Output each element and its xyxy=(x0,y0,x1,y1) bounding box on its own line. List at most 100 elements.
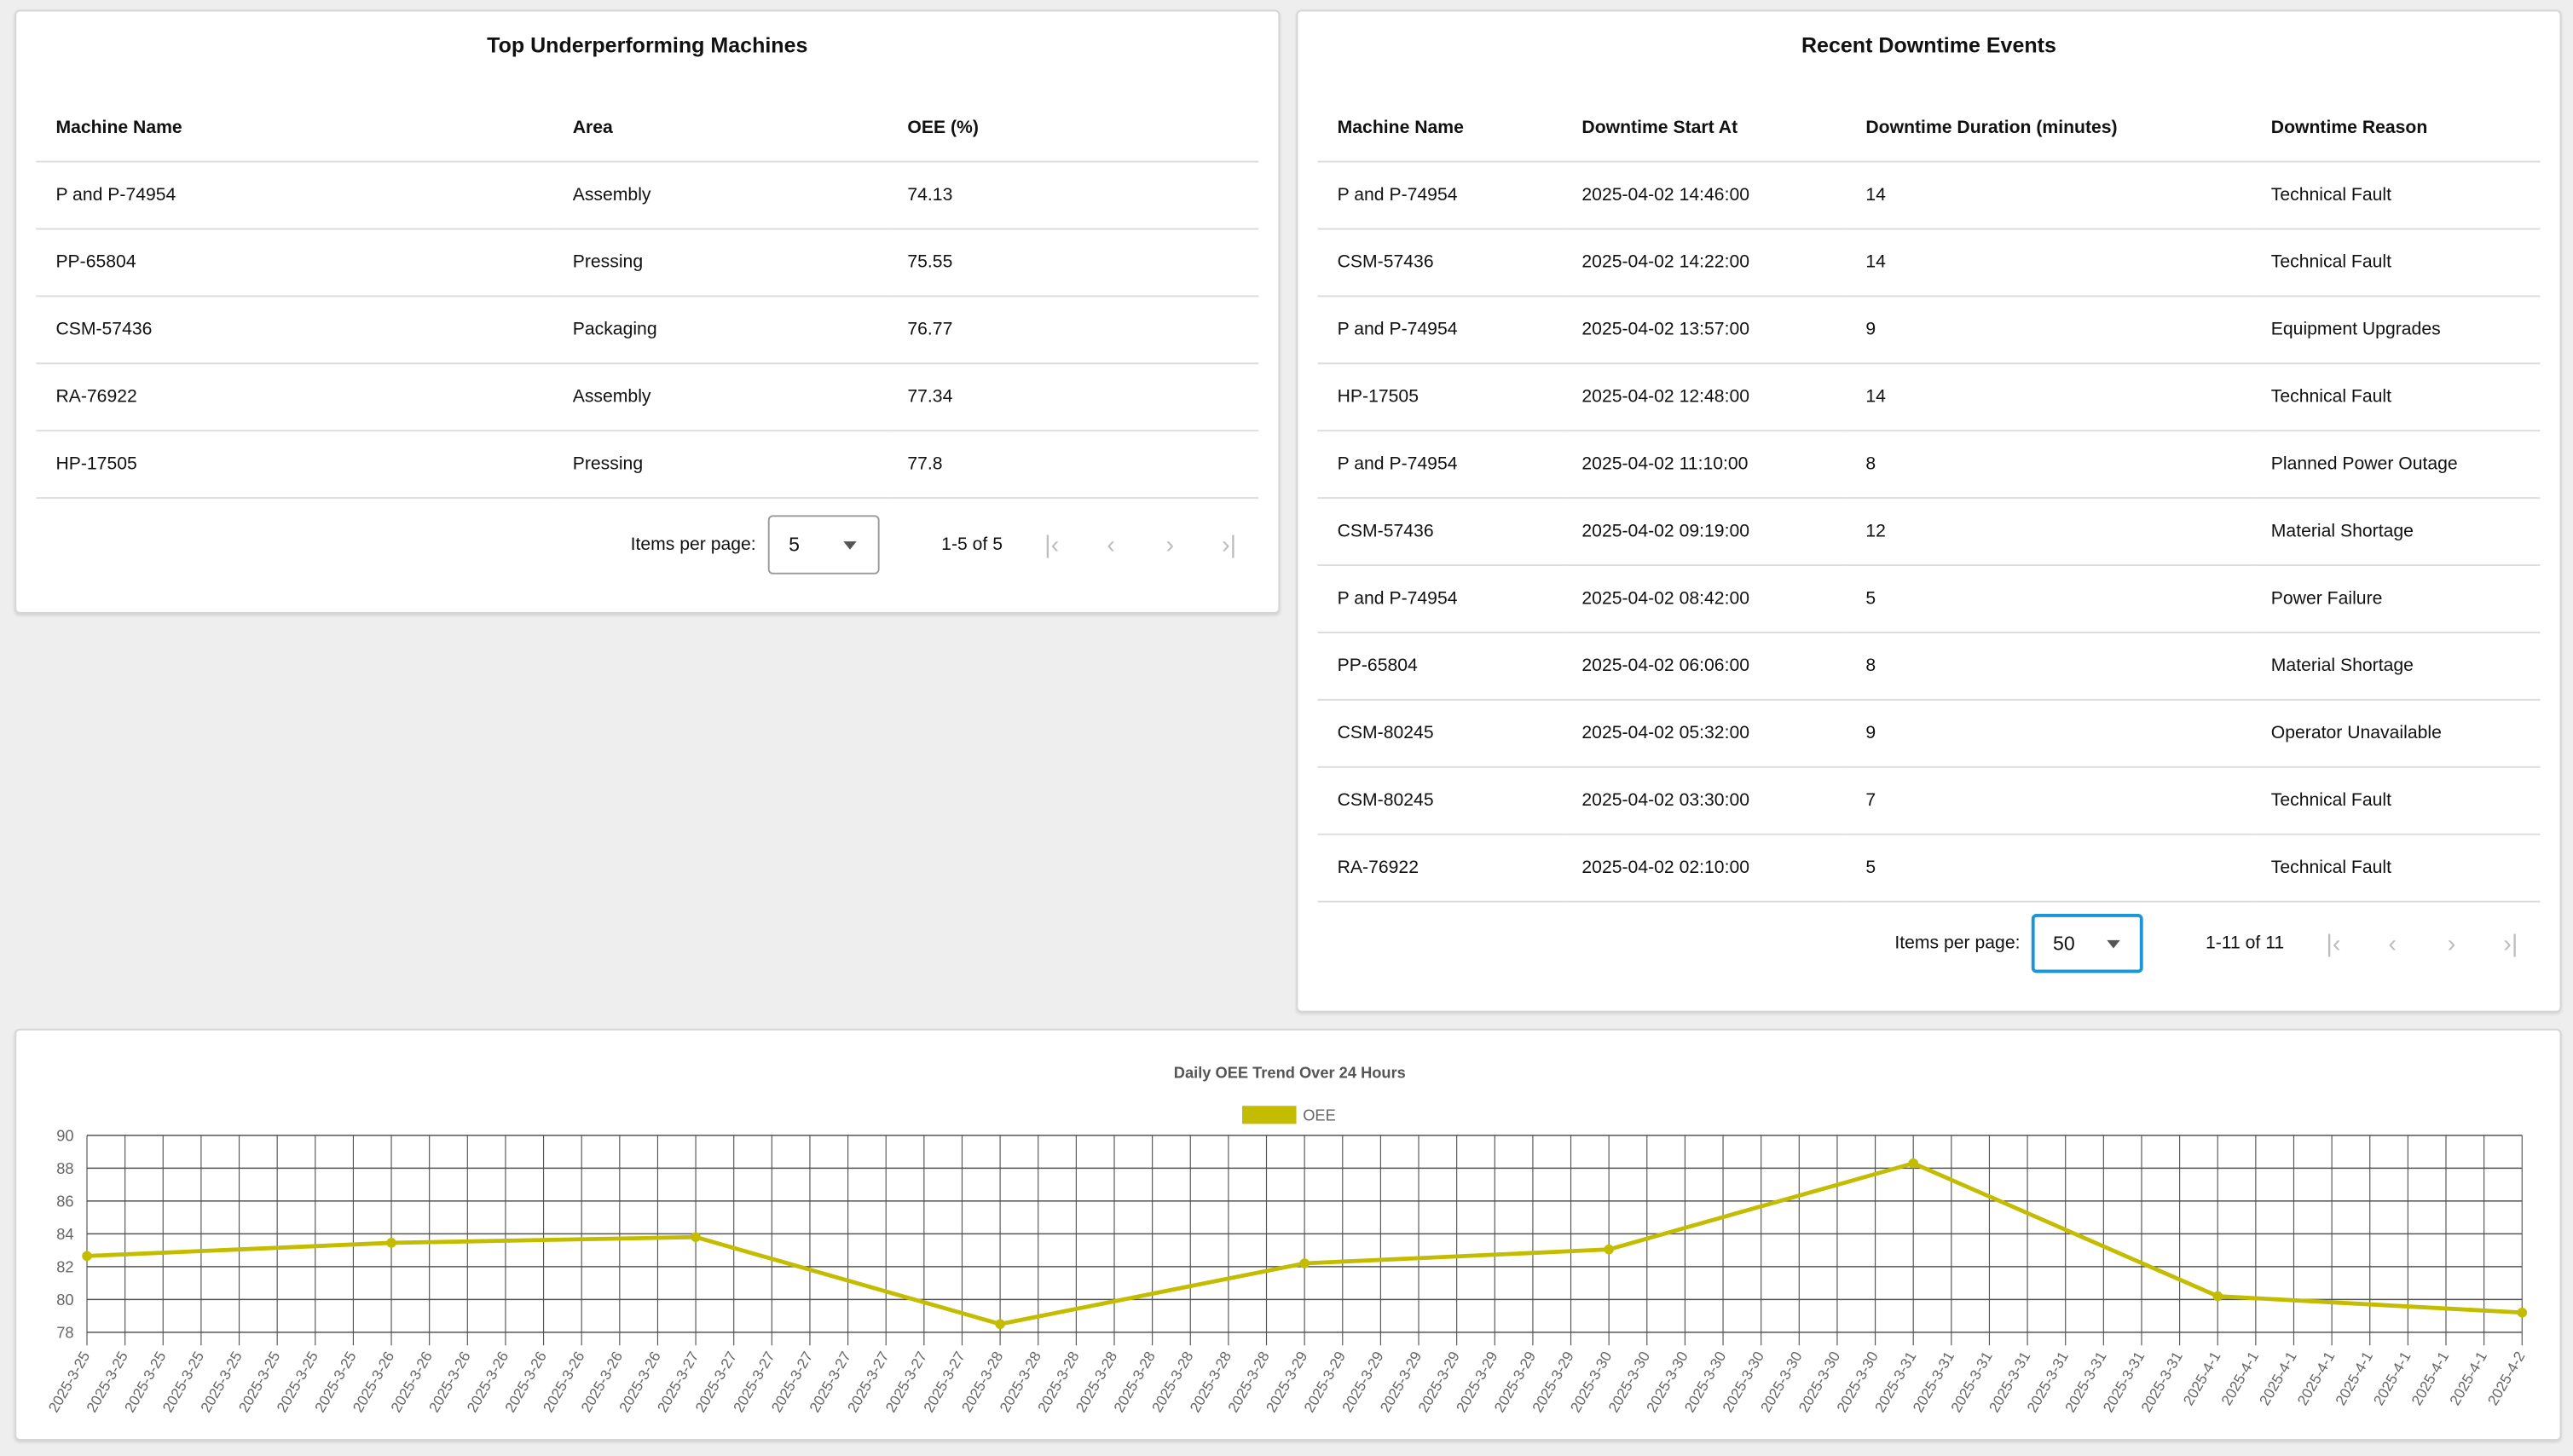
table-row[interactable]: HP-17505 Pressing 77.8 xyxy=(36,430,1259,500)
y-tick-label: 80 xyxy=(56,1291,73,1309)
column-header[interactable]: Downtime Duration (minutes) xyxy=(1846,93,2252,163)
header-row: Machine Name Area OEE (%) xyxy=(36,93,1259,163)
legend-swatch xyxy=(1241,1106,1297,1124)
table-cell: CSM-57436 xyxy=(1317,498,1563,567)
table-row[interactable]: P and P-74954 2025-04-02 13:57:00 9 Equipme… xyxy=(1317,296,2541,365)
table-row[interactable]: P and P-74954 2025-04-02 11:10:00 8 Planned… xyxy=(1317,430,2541,500)
table-cell: 2025-04-02 08:42:00 xyxy=(1562,565,1847,633)
column-header[interactable]: OEE (%) xyxy=(888,93,1259,163)
table-cell: Assembly xyxy=(552,161,888,230)
table-row[interactable]: P and P-74954 2025-04-02 08:42:00 5 Power F… xyxy=(1317,565,2541,633)
column-header[interactable]: Machine Name xyxy=(1317,93,1563,163)
table-cell: 77.8 xyxy=(888,430,1259,500)
table-row[interactable]: P and P-74954 2025-04-02 14:46:00 14 Techni… xyxy=(1317,161,2541,230)
table-cell: 2025-04-02 14:22:00 xyxy=(1562,228,1847,298)
table-row[interactable]: CSM-80245 2025-04-02 05:32:00 9 Operator Un… xyxy=(1317,699,2541,768)
previous-page-icon[interactable]: ‹ xyxy=(2388,929,2397,958)
column-header[interactable]: Downtime Reason xyxy=(2251,93,2541,163)
table-cell: RA-76922 xyxy=(36,363,553,432)
x-tick-label: 2025-4-2 xyxy=(2484,1349,2529,1408)
table-cell: 14 xyxy=(1846,228,2252,298)
first-page-icon[interactable]: |‹ xyxy=(1044,530,1060,559)
oee-data-point xyxy=(2517,1307,2528,1318)
y-tick-label: 84 xyxy=(56,1225,73,1243)
first-page-icon[interactable]: |‹ xyxy=(2326,929,2341,958)
table-cell: Operator Unavailable xyxy=(2251,699,2541,768)
downtime-table: Machine Name Downtime Start At Downtime Du… xyxy=(1317,93,2541,903)
header-row: Machine Name Downtime Start At Downtime Du… xyxy=(1317,93,2541,163)
table-cell: CSM-57436 xyxy=(1317,228,1563,298)
items-per-page-select[interactable]: 50 xyxy=(2031,914,2143,974)
table-row[interactable]: RA-76922 2025-04-02 02:10:00 5 Technical Fa… xyxy=(1317,834,2541,903)
table-cell: Material Shortage xyxy=(2251,498,2541,567)
paginator: Items per page: 5 1-5 of 5 |‹ ‹ › ›| xyxy=(631,513,1259,575)
table-cell: CSM-80245 xyxy=(1317,699,1563,768)
table-cell: P and P-74954 xyxy=(1317,565,1563,633)
next-page-icon[interactable]: › xyxy=(2447,929,2456,958)
oee-data-point xyxy=(1604,1244,1614,1255)
table-cell: 2025-04-02 02:10:00 xyxy=(1562,834,1847,903)
y-tick-label: 78 xyxy=(56,1324,73,1342)
column-header[interactable]: Machine Name xyxy=(36,93,553,163)
oee-data-point xyxy=(82,1251,92,1262)
table-cell: Technical Fault xyxy=(2251,834,2541,903)
items-per-page-value: 50 xyxy=(2052,932,2075,956)
table-cell: 2025-04-02 03:30:00 xyxy=(1562,766,1847,835)
last-page-icon[interactable]: ›| xyxy=(1222,530,1237,559)
table-cell: Equipment Upgrades xyxy=(2251,296,2541,365)
table-row[interactable]: CSM-57436 2025-04-02 14:22:00 14 Technical … xyxy=(1317,228,2541,298)
oee-data-point xyxy=(691,1232,701,1242)
y-tick-label: 82 xyxy=(56,1258,73,1276)
table-row[interactable]: PP-65804 2025-04-02 06:06:00 8 Material Sho… xyxy=(1317,632,2541,701)
previous-page-icon[interactable]: ‹ xyxy=(1107,530,1115,559)
table-cell: 76.77 xyxy=(888,296,1259,365)
table-row[interactable]: PP-65804 Pressing 75.55 xyxy=(36,228,1259,298)
table-cell: Technical Fault xyxy=(2251,363,2541,432)
table-cell: 2025-04-02 12:48:00 xyxy=(1562,363,1847,432)
downtime-events-card: Recent Downtime Events Machine Name Downt… xyxy=(1296,9,2562,1013)
table-cell: RA-76922 xyxy=(1317,834,1563,903)
table-cell: Technical Fault xyxy=(2251,161,2541,230)
column-header[interactable]: Area xyxy=(552,93,888,163)
y-tick-label: 86 xyxy=(56,1193,73,1210)
table-row[interactable]: HP-17505 2025-04-02 12:48:00 14 Technical F… xyxy=(1317,363,2541,432)
table-cell: 5 xyxy=(1846,834,2252,903)
table-cell: 2025-04-02 14:46:00 xyxy=(1562,161,1847,230)
table-cell: Power Failure xyxy=(2251,565,2541,633)
table-cell: Planned Power Outage xyxy=(2251,430,2541,500)
column-header[interactable]: Downtime Start At xyxy=(1562,93,1847,163)
table-cell: 8 xyxy=(1846,430,2252,500)
table-cell: 2025-04-02 13:57:00 xyxy=(1562,296,1847,365)
table-row[interactable]: CSM-57436 Packaging 76.77 xyxy=(36,296,1259,365)
table-cell: CSM-80245 xyxy=(1317,766,1563,835)
items-per-page-value: 5 xyxy=(789,533,801,557)
table-cell: 14 xyxy=(1846,161,2252,230)
table-cell: Assembly xyxy=(552,363,888,432)
dropdown-caret-icon xyxy=(842,540,857,549)
legend-label: OEE xyxy=(1303,1106,1336,1124)
table-cell: 14 xyxy=(1846,363,2252,432)
table-cell: PP-65804 xyxy=(1317,632,1563,701)
table-cell: 8 xyxy=(1846,632,2252,701)
oee-data-point xyxy=(1299,1258,1310,1268)
table-cell: Packaging xyxy=(552,296,888,365)
table-cell: 2025-04-02 09:19:00 xyxy=(1562,498,1847,567)
table-cell: 2025-04-02 11:10:00 xyxy=(1562,430,1847,500)
table-cell: 5 xyxy=(1846,565,2252,633)
table-row[interactable]: P and P-74954 Assembly 74.13 xyxy=(36,161,1259,230)
items-per-page-select[interactable]: 5 xyxy=(767,515,880,575)
table-cell: Pressing xyxy=(552,228,888,298)
table-row[interactable]: CSM-80245 2025-04-02 03:30:00 7 Technical F… xyxy=(1317,766,2541,835)
table-cell: CSM-57436 xyxy=(36,296,553,365)
table-row[interactable]: RA-76922 Assembly 77.34 xyxy=(36,363,1259,432)
table-row[interactable]: CSM-57436 2025-04-02 09:19:00 12 Material S… xyxy=(1317,498,2541,567)
table-cell: 9 xyxy=(1846,296,2252,365)
card-title: Top Underperforming Machines xyxy=(487,32,808,58)
last-page-icon[interactable]: ›| xyxy=(2503,929,2518,958)
table-cell: 2025-04-02 05:32:00 xyxy=(1562,699,1847,768)
table-cell: 75.55 xyxy=(888,228,1259,298)
table-cell: HP-17505 xyxy=(36,430,553,500)
items-per-page-label: Items per page: xyxy=(630,534,756,555)
table-cell: HP-17505 xyxy=(1317,363,1563,432)
next-page-icon[interactable]: › xyxy=(1165,530,1175,559)
